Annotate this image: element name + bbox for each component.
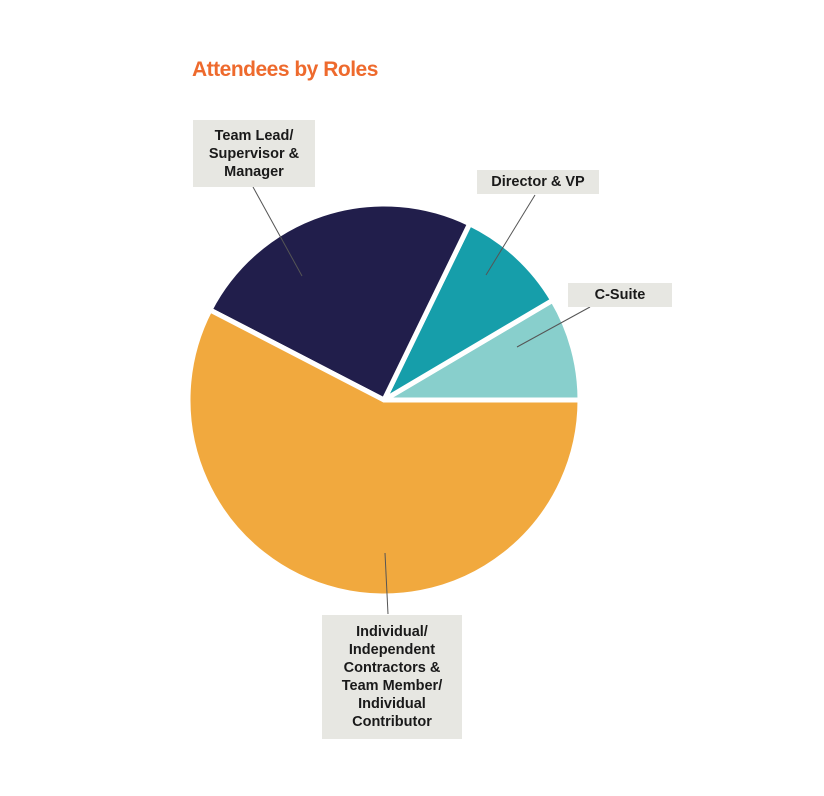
label-director: Director & VP	[477, 170, 599, 194]
leader-line-individual	[384, 552, 389, 615]
pie-slice-team-lead-supervisor-manager	[206, 201, 474, 404]
chart-title: Attendees by Roles	[192, 58, 378, 81]
leader-line-director	[485, 194, 536, 276]
leader-line-csuite	[516, 306, 591, 348]
leader-lines	[252, 186, 591, 615]
pie-slice-director-vp	[378, 220, 557, 407]
leader-line-team-lead	[252, 186, 303, 277]
pie-slice-individual-independent-contractors-team-member-individual-contributor	[185, 306, 583, 599]
label-csuite: C-Suite	[568, 283, 672, 307]
label-individual: Individual/ Independent Contractors & Te…	[322, 615, 462, 739]
pie-slices	[185, 201, 583, 599]
label-team-lead: Team Lead/ Supervisor & Manager	[193, 120, 315, 187]
